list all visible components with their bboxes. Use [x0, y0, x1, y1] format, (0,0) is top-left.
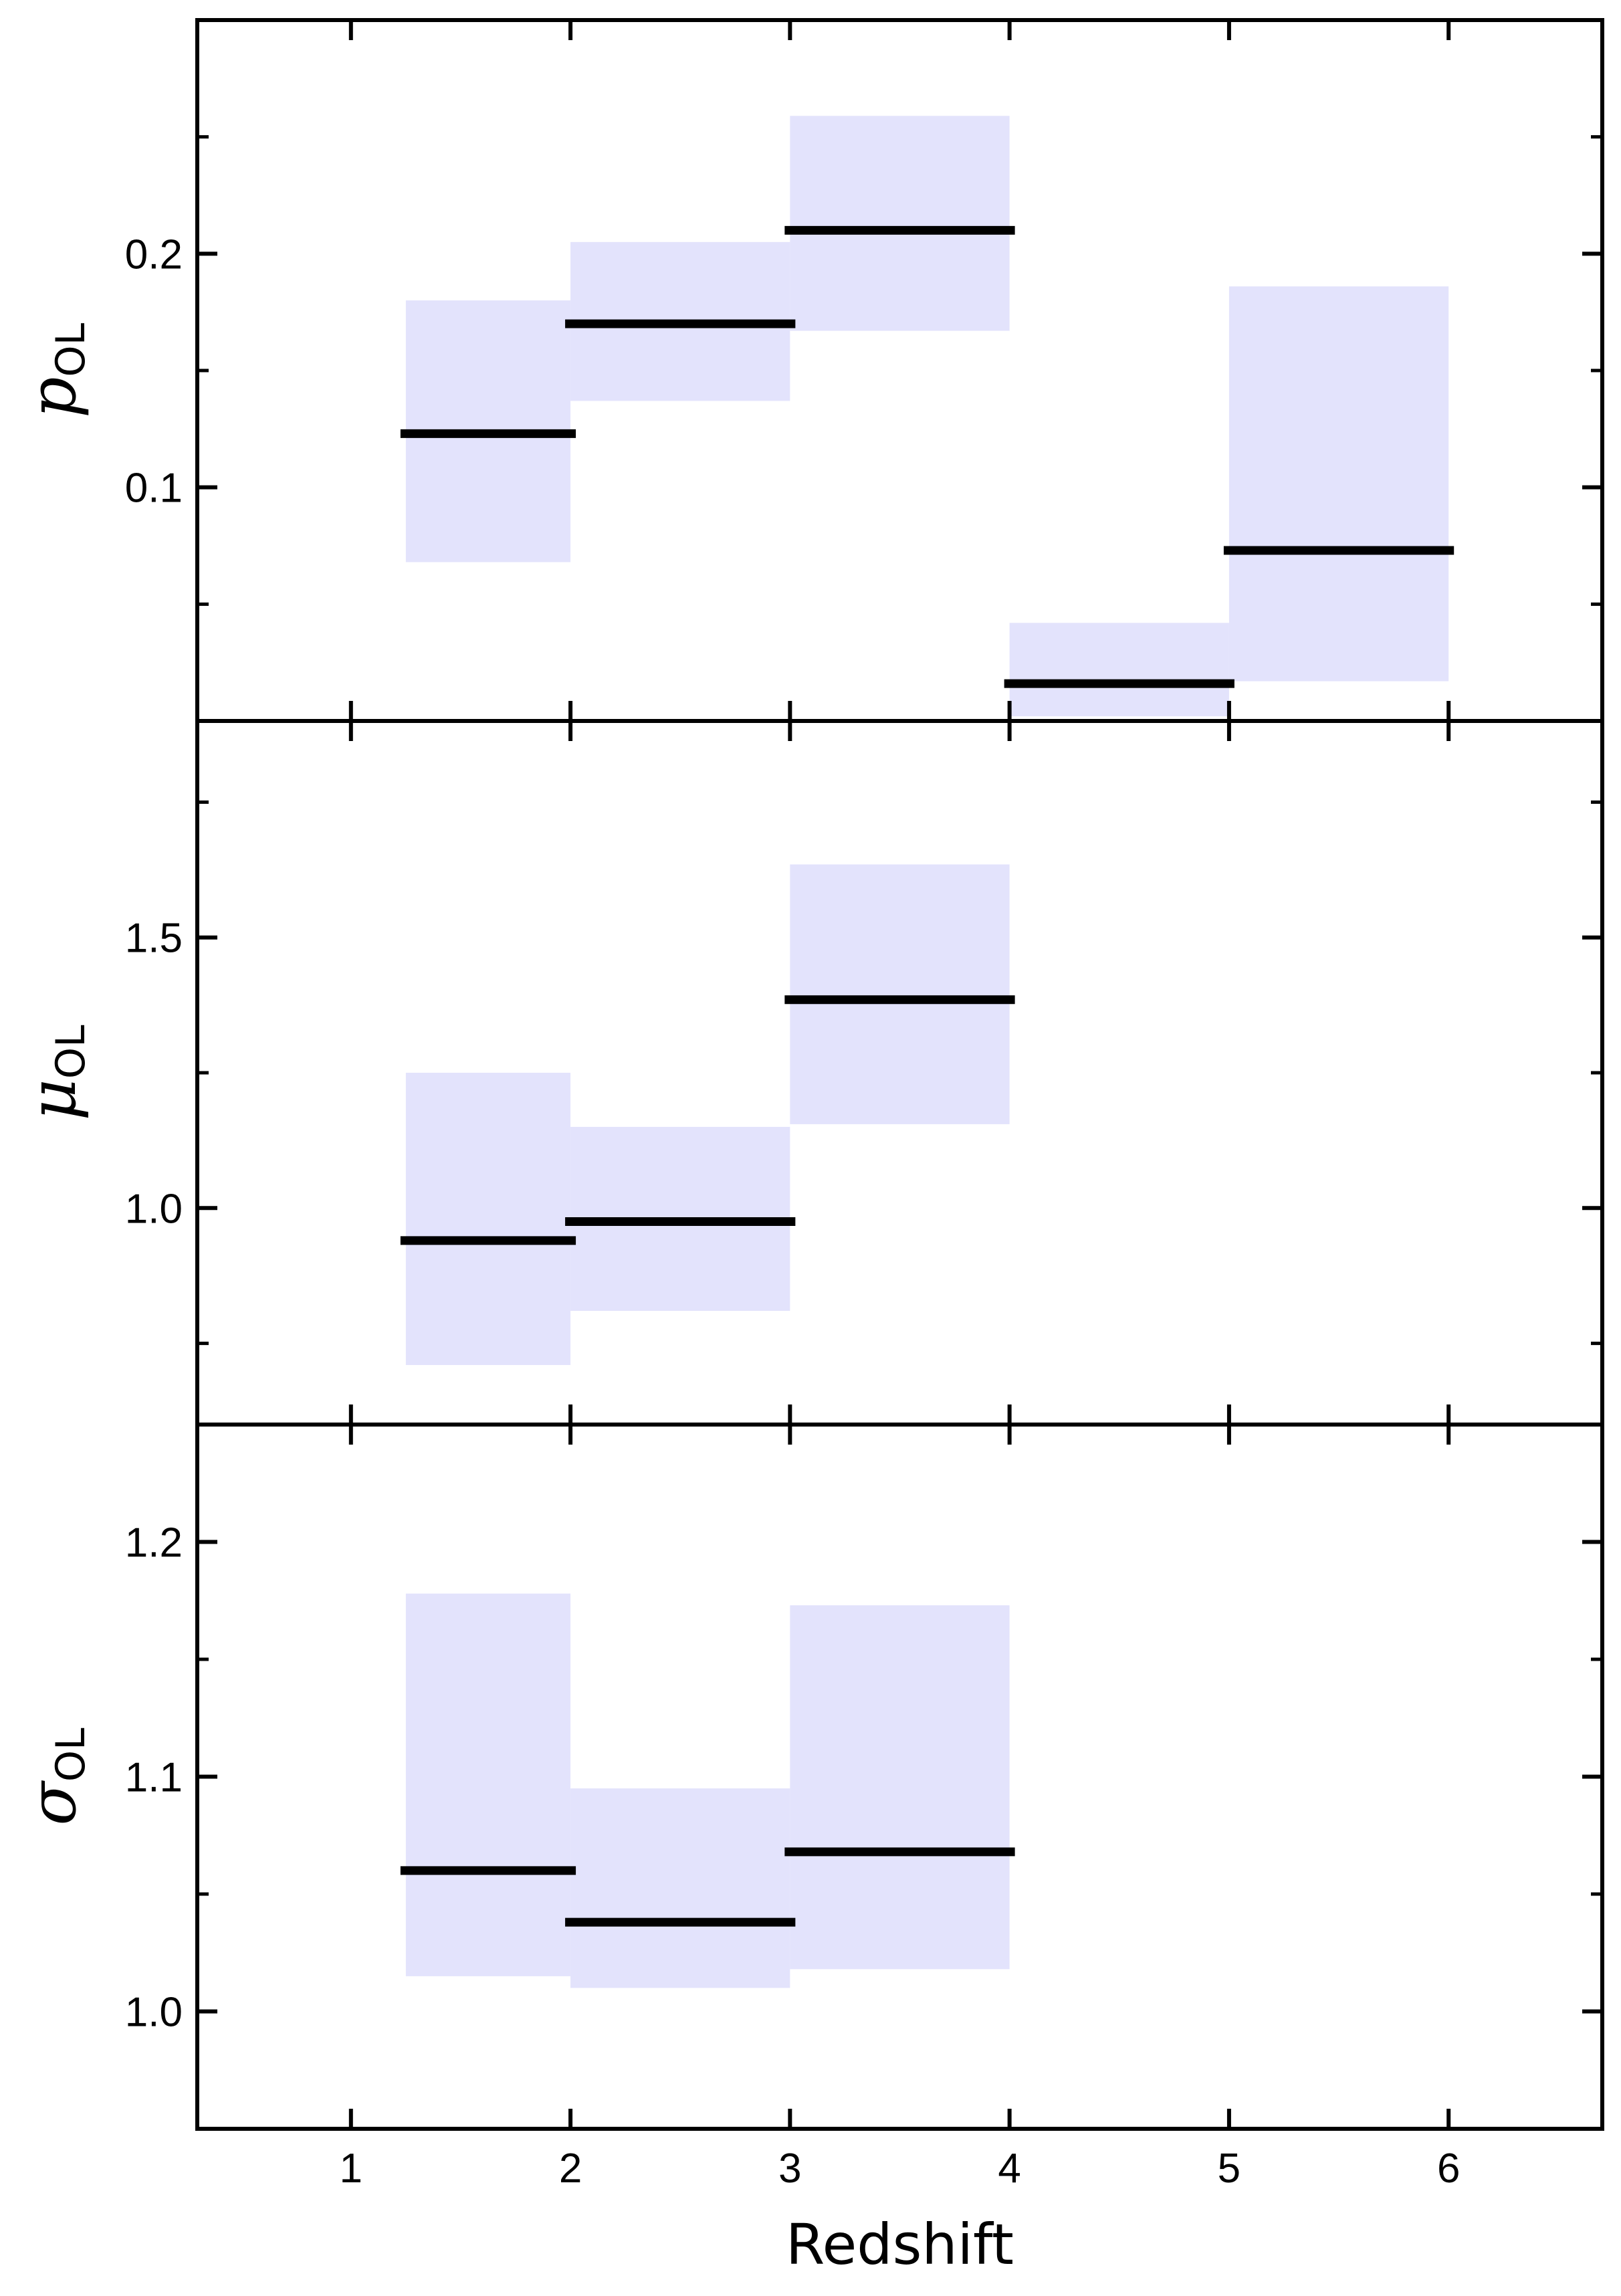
uncertainty-band: [1228, 286, 1449, 682]
x-tick-label: 2: [559, 2146, 582, 2192]
x-axis-title: Redshift: [786, 2212, 1014, 2277]
y-axis-title: pOL: [15, 322, 94, 418]
x-tick-label: 5: [1218, 2146, 1240, 2192]
uncertainty-band: [790, 1605, 1010, 1970]
x-tick-label: 4: [998, 2146, 1020, 2192]
panel-2: 1.0 1.5 μOL: [15, 719, 1604, 1427]
x-tick-label: 1: [340, 2146, 362, 2192]
y-tick-label: 0.2: [125, 231, 183, 278]
y-tick-label: 1.2: [125, 1520, 183, 1566]
uncertainty-band: [405, 1593, 571, 1976]
y-axis-title-main: σ: [15, 1780, 90, 1826]
y-axis-title-subscript: OL: [47, 1728, 94, 1782]
uncertainty-band: [790, 864, 1010, 1124]
uncertainty-band: [570, 1788, 790, 1988]
uncertainty-band: [1009, 623, 1229, 717]
y-axis-title: σOL: [15, 1728, 94, 1826]
uncertainty-band: [405, 1073, 571, 1365]
y-axis-title-subscript: OL: [47, 1025, 94, 1079]
y-axis-title: μOL: [15, 1025, 94, 1121]
y-tick-label: 1.1: [125, 1755, 183, 1801]
x-tick-label: 3: [778, 2146, 801, 2192]
y-axis-title-main: p: [15, 377, 90, 418]
y-tick-label: 1.0: [125, 1186, 183, 1232]
panel-3: 1.0 1.1 1.2 σOL: [15, 1423, 1604, 2131]
y-axis-title-main: μ: [15, 1079, 90, 1120]
y-tick-label: 1.5: [125, 916, 183, 962]
y-axis-title-subscript: OL: [47, 322, 94, 377]
x-tick-label: 6: [1437, 2146, 1460, 2192]
uncertainty-band: [790, 116, 1010, 331]
y-tick-label: 0.1: [125, 465, 183, 512]
y-tick-label: 1.0: [125, 1990, 183, 2036]
panel-1: 0.1 0.2 pOL: [15, 18, 1604, 723]
